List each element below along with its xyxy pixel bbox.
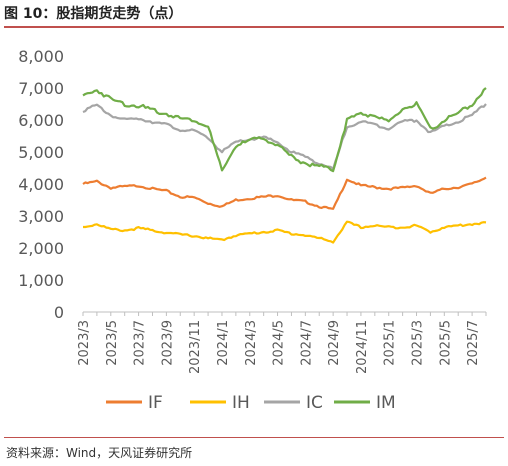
y-tick-label: 2,000 — [18, 239, 64, 258]
x-tick-label: 2023/3 — [77, 320, 92, 366]
legend-label-ic: IC — [306, 393, 323, 413]
series-line-ic — [82, 103, 487, 171]
legend: IF IH IC IM — [106, 393, 396, 413]
x-tick-label: 2025/5 — [438, 320, 453, 366]
x-tick-label: 2024/7 — [299, 320, 314, 366]
y-tick-label: 7,000 — [18, 79, 64, 98]
x-tick-label: 2023/9 — [160, 320, 175, 366]
x-tick-label: 2023/5 — [105, 320, 120, 366]
y-tick-label: 6,000 — [18, 111, 64, 130]
source-note: 资料来源：Wind，天风证券研究所 — [6, 446, 193, 460]
legend-label-ih: IH — [232, 393, 250, 413]
x-tick-label: 2023/7 — [133, 320, 148, 366]
y-tick-label: 0 — [54, 303, 64, 322]
footer-rule — [4, 437, 504, 438]
series-line-im — [82, 87, 487, 173]
x-tick-label: 2023/11 — [188, 320, 203, 374]
x-tick-label: 2025/7 — [466, 320, 481, 366]
x-tick-label: 2024/11 — [355, 320, 370, 374]
x-tick-label: 2024/1 — [216, 320, 231, 366]
y-axis: 0 1,000 2,000 3,000 4,000 5,000 6,000 7,000 8,00… — [18, 47, 64, 322]
y-tick-label: 8,000 — [18, 47, 64, 66]
y-tick-label: 1,000 — [18, 271, 64, 290]
y-tick-label: 3,000 — [18, 207, 64, 226]
x-tick-label: 2024/3 — [244, 320, 259, 366]
x-tick-label: 2025/1 — [383, 320, 398, 366]
series-line-ih — [83, 220, 487, 244]
x-axis: 2023/3 2023/5 2023/7 2023/9 2023/11 2024/1 202… — [77, 311, 487, 374]
y-tick-label: 4,000 — [18, 175, 64, 194]
legend-label-if: IF — [148, 393, 163, 413]
title-rule — [4, 26, 504, 28]
y-tick-label: 5,000 — [18, 143, 64, 162]
x-tick-label: 2025/3 — [411, 320, 426, 366]
series-line-if — [82, 176, 487, 210]
series-lines — [82, 87, 487, 244]
chart-title: 图 10：股指期货走势（点） — [4, 6, 183, 22]
x-tick-label: 2024/9 — [327, 320, 342, 366]
x-tick-label: 2024/5 — [272, 320, 287, 366]
legend-label-im: IM — [376, 393, 396, 413]
